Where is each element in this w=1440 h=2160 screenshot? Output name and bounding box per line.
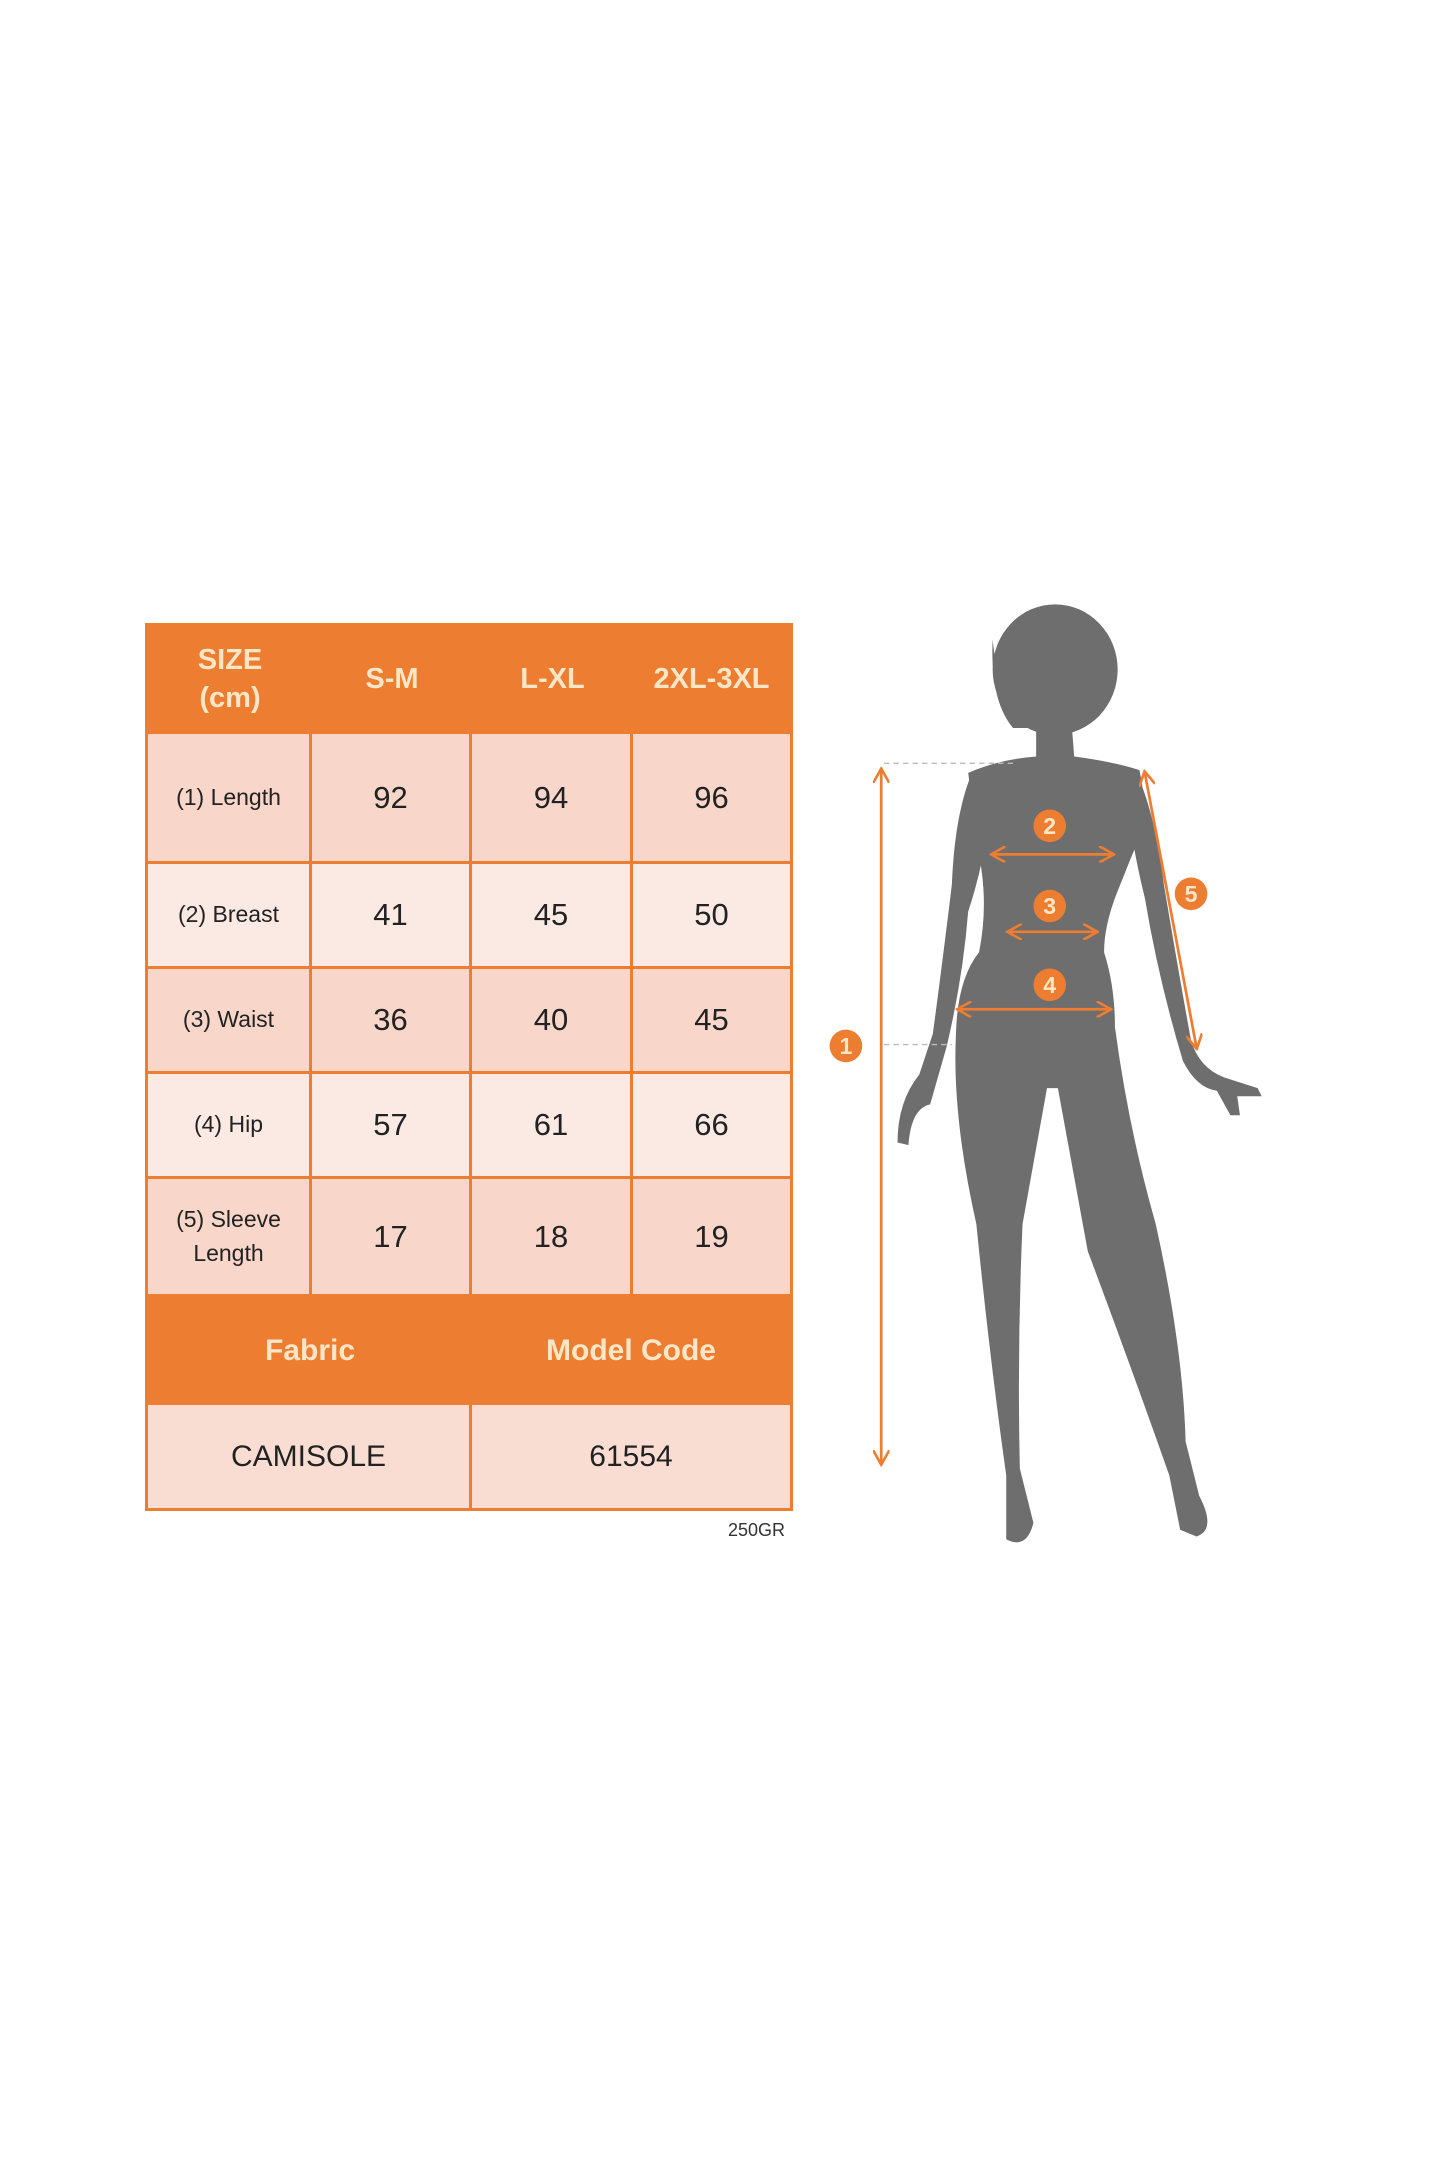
footer-header-row: Fabric Model Code xyxy=(148,1297,790,1405)
row-label: (3) Waist xyxy=(148,969,312,1074)
marker-4: 4 xyxy=(1033,968,1067,1002)
size-column-header: L-XL xyxy=(472,626,633,734)
value-cell: 57 xyxy=(312,1074,472,1179)
value-cell: 19 xyxy=(633,1179,790,1297)
marker-label: 3 xyxy=(1043,893,1056,919)
marker-label: 2 xyxy=(1043,813,1056,839)
value-cell: 17 xyxy=(312,1179,472,1297)
size-column-header: S-M xyxy=(312,626,472,734)
value-cell: 45 xyxy=(633,969,790,1074)
value-cell: 96 xyxy=(633,734,790,864)
row-label: (2) Breast xyxy=(148,864,312,969)
body-measurement-figure: 1 2 3 4 5 xyxy=(829,604,1262,1543)
marker-5: 5 xyxy=(1174,877,1208,911)
fabric-value: CAMISOLE xyxy=(148,1405,472,1508)
value-cell: 40 xyxy=(472,969,633,1074)
woman-silhouette xyxy=(897,604,1262,1543)
value-cell: 50 xyxy=(633,864,790,969)
table-header-row: SIZE (cm) S-M L-XL 2XL-3XL xyxy=(148,626,790,734)
value-cell: 61 xyxy=(472,1074,633,1179)
value-cell: 45 xyxy=(472,864,633,969)
model-code-header: Model Code xyxy=(472,1297,790,1405)
table-row: (4) Hip 57 61 66 xyxy=(148,1074,790,1179)
marker-label: 4 xyxy=(1043,972,1056,998)
sleeve-arrow xyxy=(1145,773,1197,1047)
table-row: (1) Length 92 94 96 xyxy=(148,734,790,864)
marker-label: 1 xyxy=(839,1033,852,1059)
table-row: (2) Breast 41 45 50 xyxy=(148,864,790,969)
row-label: (1) Length xyxy=(148,734,312,864)
value-cell: 18 xyxy=(472,1179,633,1297)
marker-label: 5 xyxy=(1185,881,1198,907)
footer-value-row: CAMISOLE 61554 xyxy=(148,1405,790,1508)
row-label: (5) Sleeve Length xyxy=(148,1179,312,1297)
value-cell: 41 xyxy=(312,864,472,969)
value-cell: 36 xyxy=(312,969,472,1074)
row-label-line: Length xyxy=(193,1239,264,1266)
size-column-header: 2XL-3XL xyxy=(633,626,790,734)
table-row: (3) Waist 36 40 45 xyxy=(148,969,790,1074)
fabric-header: Fabric xyxy=(148,1297,472,1405)
value-cell: 94 xyxy=(472,734,633,864)
value-cell: 66 xyxy=(633,1074,790,1179)
table-row: (5) Sleeve Length 17 18 19 xyxy=(148,1179,790,1297)
model-code-value: 61554 xyxy=(472,1405,790,1508)
value-cell: 92 xyxy=(312,734,472,864)
weight-note: 250GR xyxy=(728,1520,786,1540)
marker-2: 2 xyxy=(1033,809,1067,843)
marker-1: 1 xyxy=(829,1029,863,1063)
size-chart-table: SIZE (cm) S-M L-XL 2XL-3XL (1) Length 92 … xyxy=(145,623,793,1511)
marker-3: 3 xyxy=(1033,889,1067,923)
row-label-line: (5) Sleeve xyxy=(176,1206,281,1233)
size-label: SIZE xyxy=(197,644,263,677)
unit-label: (cm) xyxy=(199,682,261,714)
row-label: (4) Hip xyxy=(148,1074,312,1179)
size-header-cell: SIZE (cm) xyxy=(148,626,312,734)
